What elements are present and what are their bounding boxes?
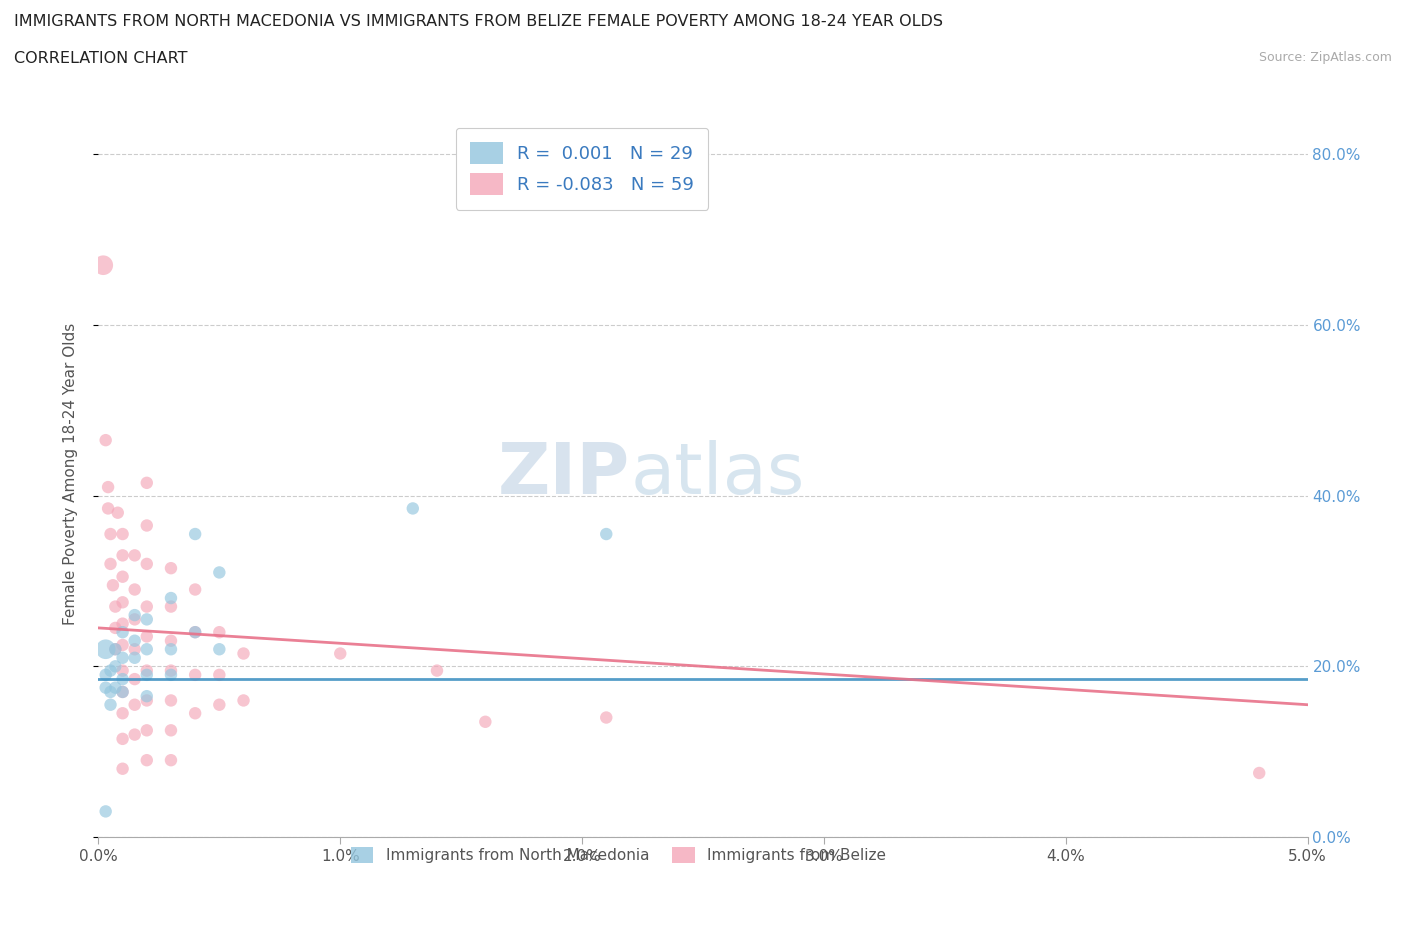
Point bbox=[135, 668, 157, 683]
Point bbox=[208, 565, 231, 580]
Point bbox=[208, 668, 231, 683]
Point bbox=[111, 526, 134, 541]
Point bbox=[184, 625, 207, 640]
Point bbox=[100, 556, 122, 571]
Point bbox=[104, 620, 127, 635]
Point bbox=[184, 668, 207, 683]
Point bbox=[135, 612, 157, 627]
Point bbox=[94, 668, 117, 683]
Point bbox=[474, 714, 496, 729]
Point bbox=[135, 629, 157, 644]
Point bbox=[97, 501, 120, 516]
Point bbox=[184, 582, 207, 597]
Point bbox=[124, 612, 146, 627]
Point bbox=[160, 591, 183, 605]
Point bbox=[184, 706, 207, 721]
Point bbox=[135, 642, 157, 657]
Point bbox=[104, 599, 127, 614]
Point bbox=[595, 711, 617, 725]
Point bbox=[111, 548, 134, 563]
Point bbox=[111, 671, 134, 686]
Point bbox=[111, 762, 134, 777]
Point bbox=[135, 663, 157, 678]
Point bbox=[135, 752, 157, 767]
Point bbox=[232, 693, 254, 708]
Point bbox=[111, 569, 134, 584]
Point bbox=[94, 642, 117, 657]
Point bbox=[135, 723, 157, 737]
Point bbox=[329, 646, 352, 661]
Point bbox=[111, 595, 134, 610]
Text: CORRELATION CHART: CORRELATION CHART bbox=[14, 51, 187, 66]
Point bbox=[97, 480, 120, 495]
Point bbox=[135, 689, 157, 704]
Point bbox=[104, 680, 127, 695]
Point bbox=[160, 633, 183, 648]
Text: IMMIGRANTS FROM NORTH MACEDONIA VS IMMIGRANTS FROM BELIZE FEMALE POVERTY AMONG 1: IMMIGRANTS FROM NORTH MACEDONIA VS IMMIG… bbox=[14, 14, 943, 29]
Point bbox=[100, 684, 122, 699]
Point bbox=[160, 642, 183, 657]
Point bbox=[104, 658, 127, 673]
Point bbox=[111, 684, 134, 699]
Point bbox=[124, 727, 146, 742]
Point bbox=[160, 663, 183, 678]
Text: atlas: atlas bbox=[630, 440, 804, 509]
Point bbox=[124, 650, 146, 665]
Point bbox=[111, 638, 134, 653]
Point bbox=[111, 663, 134, 678]
Point bbox=[124, 671, 146, 686]
Point bbox=[426, 663, 449, 678]
Point bbox=[124, 633, 146, 648]
Point bbox=[135, 599, 157, 614]
Point bbox=[208, 642, 231, 657]
Point bbox=[101, 578, 124, 592]
Point bbox=[91, 258, 114, 272]
Point bbox=[104, 642, 127, 657]
Point bbox=[111, 617, 134, 631]
Point bbox=[160, 723, 183, 737]
Point bbox=[160, 599, 183, 614]
Point bbox=[184, 526, 207, 541]
Point bbox=[208, 698, 231, 712]
Point bbox=[124, 642, 146, 657]
Point bbox=[135, 693, 157, 708]
Point bbox=[232, 646, 254, 661]
Point bbox=[111, 684, 134, 699]
Point bbox=[1249, 765, 1271, 780]
Point bbox=[160, 693, 183, 708]
Point bbox=[100, 526, 122, 541]
Point bbox=[111, 706, 134, 721]
Text: ZIP: ZIP bbox=[498, 440, 630, 509]
Legend: Immigrants from North Macedonia, Immigrants from Belize: Immigrants from North Macedonia, Immigra… bbox=[344, 841, 893, 870]
Point bbox=[111, 650, 134, 665]
Point bbox=[124, 582, 146, 597]
Point bbox=[111, 625, 134, 640]
Point bbox=[94, 804, 117, 818]
Point bbox=[100, 698, 122, 712]
Text: Source: ZipAtlas.com: Source: ZipAtlas.com bbox=[1258, 51, 1392, 64]
Point bbox=[111, 731, 134, 746]
Point bbox=[160, 668, 183, 683]
Point bbox=[402, 501, 425, 516]
Point bbox=[160, 561, 183, 576]
Point bbox=[184, 625, 207, 640]
Point bbox=[94, 680, 117, 695]
Y-axis label: Female Poverty Among 18-24 Year Olds: Female Poverty Among 18-24 Year Olds bbox=[63, 324, 77, 626]
Point bbox=[124, 607, 146, 622]
Point bbox=[208, 625, 231, 640]
Point bbox=[94, 432, 117, 447]
Point bbox=[104, 642, 127, 657]
Point bbox=[160, 752, 183, 767]
Point bbox=[124, 698, 146, 712]
Point bbox=[135, 518, 157, 533]
Point bbox=[107, 505, 129, 520]
Point bbox=[135, 475, 157, 490]
Point bbox=[135, 556, 157, 571]
Point bbox=[100, 663, 122, 678]
Point bbox=[595, 526, 617, 541]
Point bbox=[124, 548, 146, 563]
